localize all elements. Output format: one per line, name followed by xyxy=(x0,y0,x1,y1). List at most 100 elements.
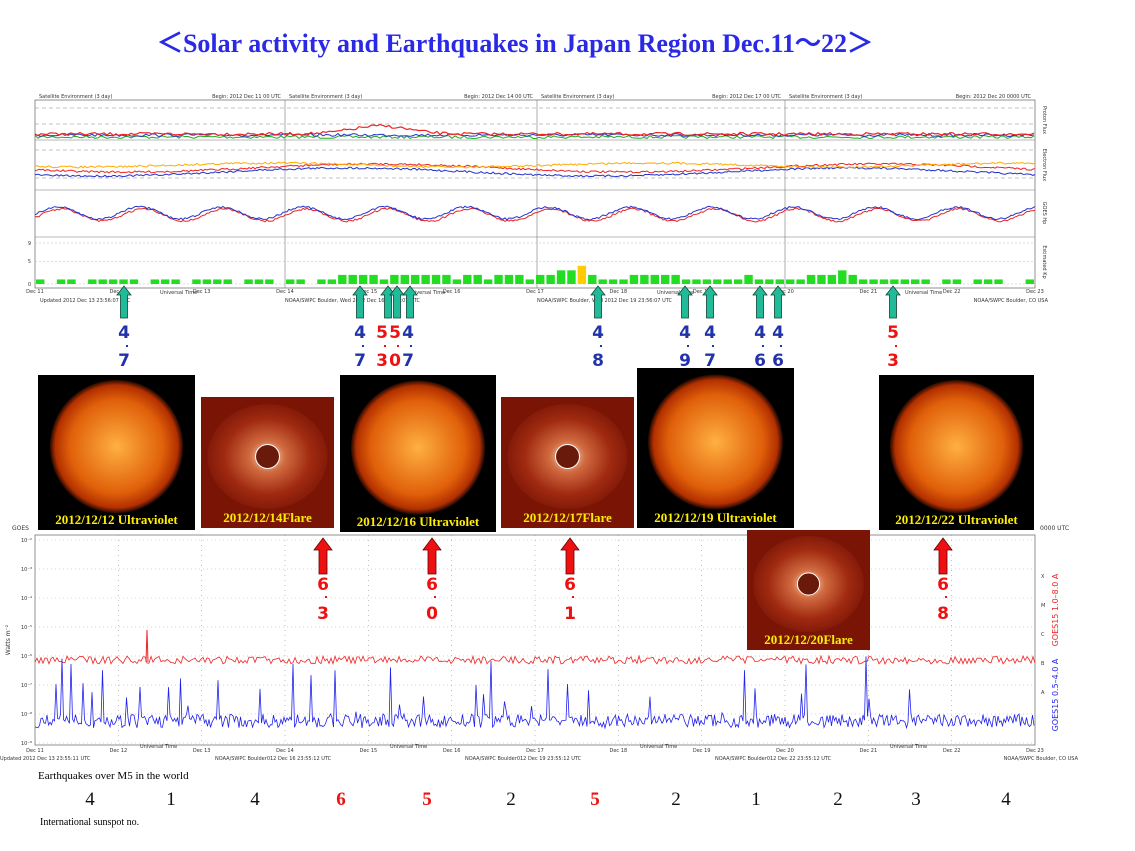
trace xyxy=(34,205,1036,221)
caption: 2012/12/12 Ultraviolet xyxy=(55,512,178,527)
title: ＜Solar activity and Earthquakes in Japan… xyxy=(157,29,873,58)
kp-bar xyxy=(400,274,409,284)
footer: NOAA/SWPC Boulder012 Dec 16 23:55:12 UTC xyxy=(215,756,332,762)
quake-arrow xyxy=(352,285,368,319)
kp-bar xyxy=(869,279,878,284)
flare-class: B xyxy=(1041,661,1045,667)
world-count: 3 xyxy=(911,789,921,810)
kp-bar xyxy=(858,279,868,284)
kp-bar xyxy=(536,274,545,284)
xray-tick-label: 10⁻³ xyxy=(21,567,32,573)
kp-bar xyxy=(265,279,274,284)
date-label: Dec 18 xyxy=(610,748,628,754)
magnitude: 6 xyxy=(426,575,438,595)
panel-header: Satellite Environment (3 day) xyxy=(39,94,113,100)
kp-bar xyxy=(442,274,451,284)
decimal-dot xyxy=(687,345,689,347)
kp-bar xyxy=(661,274,670,284)
occulter xyxy=(555,444,580,469)
caption: 2012/12/22 Ultraviolet xyxy=(895,512,1018,527)
world-count: 6 xyxy=(336,789,346,810)
footer: NOAA/SWPC Boulder, Wed 2012 Dec 19 23:56… xyxy=(537,298,672,304)
magnitude: 4 xyxy=(592,323,604,343)
kp-bar xyxy=(119,279,128,284)
axis-label: Universal Time xyxy=(890,744,927,750)
kp-bar xyxy=(358,274,368,284)
date-label: Dec 20 xyxy=(776,289,794,295)
panel-label: Proton Flux xyxy=(1041,106,1047,134)
panel-header: Begin: 2012 Dec 11 00 UTC xyxy=(212,94,281,100)
occulter xyxy=(255,444,280,469)
date-label: Dec 12 xyxy=(110,748,128,754)
magnitude: 5 xyxy=(376,323,388,343)
kp-bar xyxy=(286,279,295,284)
kp-bar xyxy=(317,279,326,284)
trace xyxy=(34,132,1035,138)
panel-header: Satellite Environment (3 day) xyxy=(541,94,615,100)
date-label: Dec 14 xyxy=(276,748,294,754)
magnitude-decimal: 3 xyxy=(887,351,899,371)
kp-bar xyxy=(629,274,639,284)
kp-bar xyxy=(827,274,837,284)
kp-bar xyxy=(411,274,420,284)
axis-label: Universal Time xyxy=(640,744,677,750)
kp-bar xyxy=(254,279,264,284)
trace xyxy=(34,134,1035,140)
date-label: Dec 13 xyxy=(193,748,211,754)
quake-arrow xyxy=(590,285,606,319)
kp-bar xyxy=(588,274,597,284)
sun-disk xyxy=(647,374,784,510)
kp-bar xyxy=(171,279,180,284)
quake-arrow xyxy=(677,285,693,319)
date-label: Dec 13 xyxy=(193,289,211,295)
sun-disk xyxy=(889,379,1024,514)
spike xyxy=(145,629,149,663)
kp-bar xyxy=(421,274,430,284)
kp-bar xyxy=(1025,279,1034,284)
kp-bar xyxy=(36,279,45,284)
top-frame xyxy=(34,99,1036,289)
kp-bar xyxy=(67,279,76,284)
date-label: Dec 11 xyxy=(26,748,44,754)
kp-tick-label: 9 xyxy=(28,241,31,247)
magnitude-decimal: 3 xyxy=(376,351,388,371)
world-count: 5 xyxy=(590,789,600,810)
kp-bar xyxy=(504,274,514,284)
kp-bar xyxy=(129,279,139,284)
magnitude-decimal: 9 xyxy=(679,351,691,371)
magnitude-decimal: 7 xyxy=(402,351,414,371)
xray-end: 0000 UTC xyxy=(1040,525,1069,532)
xray-tick-label: 10⁻⁹ xyxy=(21,741,32,747)
trace xyxy=(34,207,1036,223)
kp-bar xyxy=(608,279,618,284)
xray-title: GOES xyxy=(12,525,29,532)
quake-arrow xyxy=(402,285,418,319)
decimal-dot xyxy=(126,345,128,347)
quake-arrow xyxy=(313,537,333,575)
panel-header: Begin: 2012 Dec 20 0000 UTC xyxy=(956,94,1032,100)
magnitude: 4 xyxy=(354,323,366,343)
kp-bar xyxy=(567,270,576,284)
panel-header: Satellite Environment (3 day) xyxy=(789,94,863,100)
date-label: Dec 17 xyxy=(526,748,544,754)
date-label: Dec 19 xyxy=(693,289,711,295)
caption: 2012/12/19 Ultraviolet xyxy=(654,510,777,525)
magnitude-decimal: 7 xyxy=(118,351,130,371)
kp-bar xyxy=(390,274,399,284)
sunspot-label: International sunspot no. xyxy=(40,817,139,828)
kp-bar xyxy=(525,279,534,284)
kp-bar xyxy=(379,279,389,284)
quake-arrow xyxy=(422,537,442,575)
decimal-dot xyxy=(434,596,436,598)
sun-disk xyxy=(350,380,486,515)
kp-bar xyxy=(786,279,795,284)
kp-bar xyxy=(848,274,857,284)
date-label: Dec 17 xyxy=(526,289,544,295)
axis-label: Universal Time xyxy=(408,290,445,296)
decimal-dot xyxy=(780,345,782,347)
kp-tick-label: 5 xyxy=(28,259,31,265)
kp-bar xyxy=(879,279,889,284)
panel-label: Estimated Kp xyxy=(1041,245,1047,278)
kp-bar xyxy=(213,279,222,284)
counts-label: Earthquakes over M5 in the world xyxy=(38,770,189,782)
